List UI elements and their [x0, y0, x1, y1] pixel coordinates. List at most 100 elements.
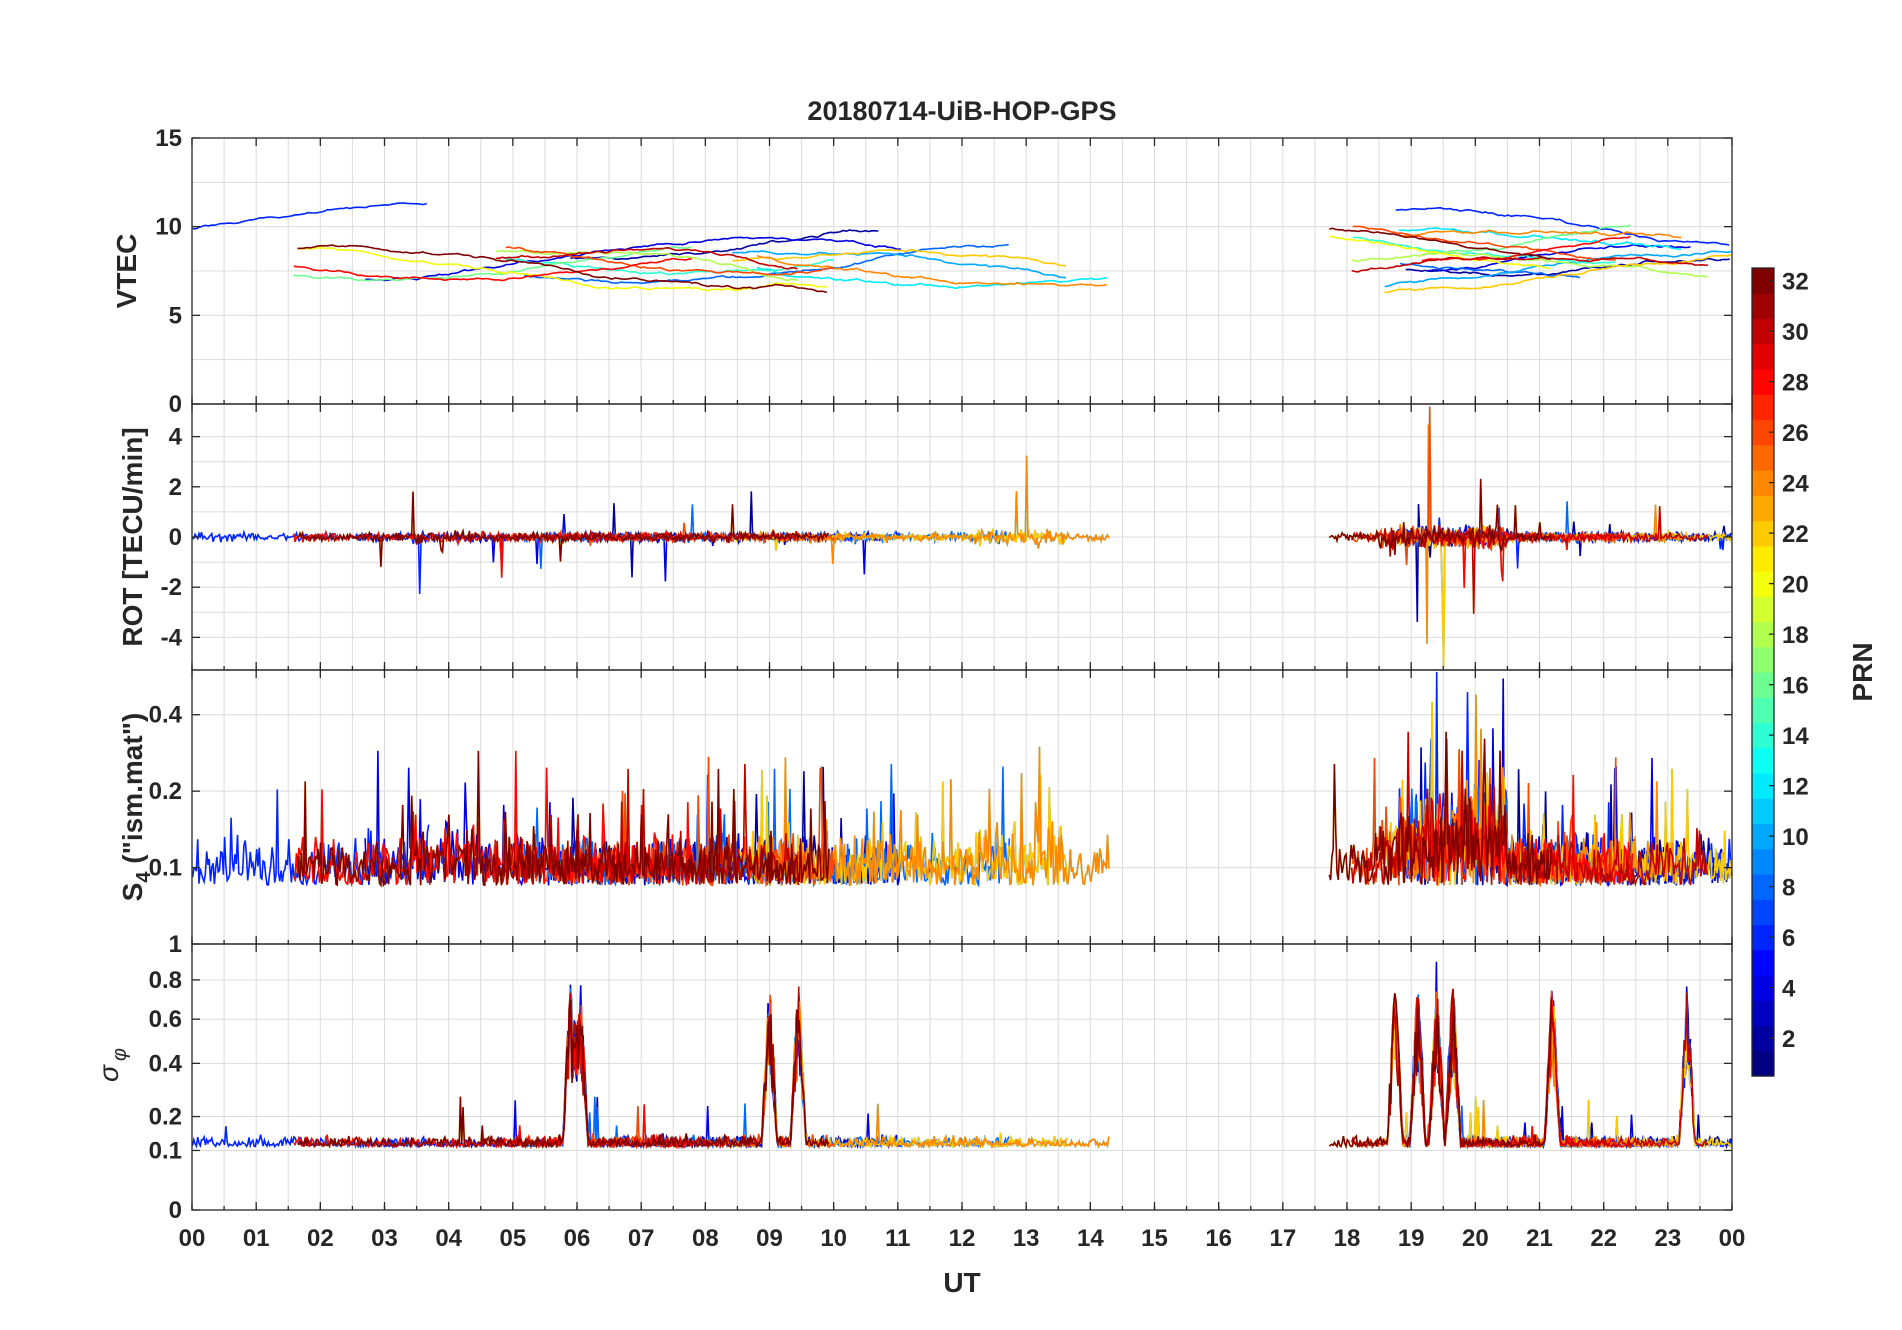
series-line-prn-16: [293, 1017, 694, 1150]
colorbar-swatch: [1752, 848, 1774, 875]
colorbar-swatch: [1752, 646, 1774, 673]
y-tick-label: 4: [169, 424, 183, 451]
y-tick-label: 15: [155, 125, 182, 152]
colorbar-swatch: [1752, 343, 1774, 370]
series-line-prn-10: [732, 250, 1067, 279]
series-line-prn-2: [570, 229, 879, 261]
series-line-prn-20: [1329, 235, 1551, 270]
series-line-prn-32: [297, 244, 827, 294]
y-axis-label-sigma-phi: σφ: [93, 1048, 131, 1082]
series-line-prn-30: [1350, 988, 1708, 1150]
colorbar-swatch: [1752, 495, 1774, 522]
x-axis-label: UT: [943, 1267, 980, 1298]
series-line-prn-4: [365, 236, 901, 282]
s4-label-main: S: [117, 883, 148, 902]
colorbar-tick-label: 4: [1782, 976, 1796, 1003]
series-line-prn-12: [756, 455, 1110, 564]
sigma-label-sub: φ: [109, 1048, 131, 1061]
y-tick-label: 0.4: [149, 1050, 183, 1077]
y-tick-label: 1: [169, 931, 182, 958]
y-tick-label: -4: [161, 624, 183, 651]
x-tick-label: 07: [628, 1225, 655, 1252]
y-tick-label: 10: [155, 214, 182, 241]
colorbar-tick-label: 18: [1782, 622, 1809, 649]
series-line-prn-12: [757, 1000, 1110, 1150]
colorbar-swatch: [1752, 722, 1774, 749]
y-axis-label-s4: S4 ("ism.mat"): [117, 713, 155, 902]
colorbar-swatch: [1752, 545, 1774, 572]
y-tick-label: 0.4: [149, 702, 183, 729]
series-line-prn-8: [1399, 262, 1581, 279]
y-tick-label: 0.2: [149, 778, 182, 805]
series-line-prn-30: [495, 247, 798, 270]
colorbar-tick-label: 12: [1782, 774, 1809, 801]
x-tick-label: 05: [499, 1225, 526, 1252]
series-line-prn-12: [1398, 227, 1682, 250]
colorbar-swatch: [1752, 773, 1774, 799]
x-tick-label: 08: [692, 1225, 719, 1252]
series-line-prn-30: [1350, 506, 1708, 614]
colorbar-tick-label: 24: [1782, 471, 1809, 498]
x-tick-label: 23: [1654, 1225, 1681, 1252]
colorbar-swatch: [1752, 394, 1774, 421]
colorbar-swatch: [1752, 697, 1774, 724]
series-line-prn-32: [1328, 993, 1553, 1150]
x-tick-label: 17: [1269, 1225, 1296, 1252]
series-line-prn-32: [297, 999, 830, 1150]
series-line-prn-24: [1398, 229, 1682, 239]
colorbar-swatch: [1752, 899, 1774, 926]
series-line-prn-12: [756, 266, 1108, 290]
x-tick-label: 00: [179, 1225, 206, 1252]
series-line-prn-32: [1329, 227, 1551, 261]
x-tick-label: 02: [307, 1225, 334, 1252]
colorbar-swatch: [1752, 1025, 1774, 1052]
y-axis-label-vtec: VTEC: [111, 234, 142, 309]
colorbar-swatch: [1752, 924, 1774, 951]
series-line-prn-6: [1395, 206, 1730, 246]
x-tick-label: 19: [1398, 1225, 1425, 1252]
colorbar-tick-label: 2: [1782, 1026, 1795, 1053]
colorbar-tick-label: 10: [1782, 824, 1809, 851]
series-line-prn-4: [1427, 243, 1691, 272]
colorbar-swatch: [1752, 798, 1774, 825]
series-line-prn-32: [296, 750, 830, 888]
series-line-prn-32: [1328, 731, 1553, 886]
colorbar-swatch: [1752, 419, 1774, 446]
colorbar-swatch: [1752, 318, 1774, 345]
colorbar-swatch: [1752, 520, 1774, 547]
x-tick-label: 16: [1205, 1225, 1232, 1252]
colorbar-tick-label: 16: [1782, 673, 1809, 700]
y-tick-label: 0.1: [149, 1137, 182, 1164]
x-tick-label: 15: [1141, 1225, 1168, 1252]
series-line-prn-20: [297, 246, 827, 292]
y-tick-label: 0.1: [149, 855, 182, 882]
x-tick-label: 04: [435, 1225, 462, 1252]
y-tick-label: 0: [169, 391, 182, 418]
series-line-prn-14: [505, 994, 835, 1150]
series-line-prn-16: [1421, 224, 1631, 256]
x-tick-label: 18: [1334, 1225, 1361, 1252]
s4-label-sub: 4: [133, 871, 155, 883]
series-line-prn-10: [1384, 250, 1732, 288]
colorbar-tick-label: 28: [1782, 370, 1809, 397]
y-tick-label: 5: [169, 302, 182, 329]
x-tick-label: 09: [756, 1225, 783, 1252]
y-tick-label: 0.6: [149, 1006, 182, 1033]
x-tick-label: 21: [1526, 1225, 1553, 1252]
chart-title: 20180714-UiB-HOP-GPS: [807, 96, 1116, 126]
series-line-prn-6: [192, 202, 428, 230]
colorbar-swatch: [1752, 444, 1774, 471]
y-tick-label: 0: [169, 1197, 182, 1224]
colorbar-swatch: [1752, 874, 1774, 900]
series-line-prn-24: [756, 254, 1107, 287]
x-tick-label: 00: [1719, 1225, 1746, 1252]
colorbar-swatch: [1752, 975, 1774, 1001]
series-line-prn-26: [505, 246, 834, 276]
series-line-prn-6: [192, 529, 430, 595]
series-line-prn-28: [293, 257, 692, 282]
colorbar-swatch: [1752, 293, 1774, 320]
series-line-prn-22: [1384, 254, 1732, 294]
colorbar-swatch: [1752, 823, 1774, 850]
